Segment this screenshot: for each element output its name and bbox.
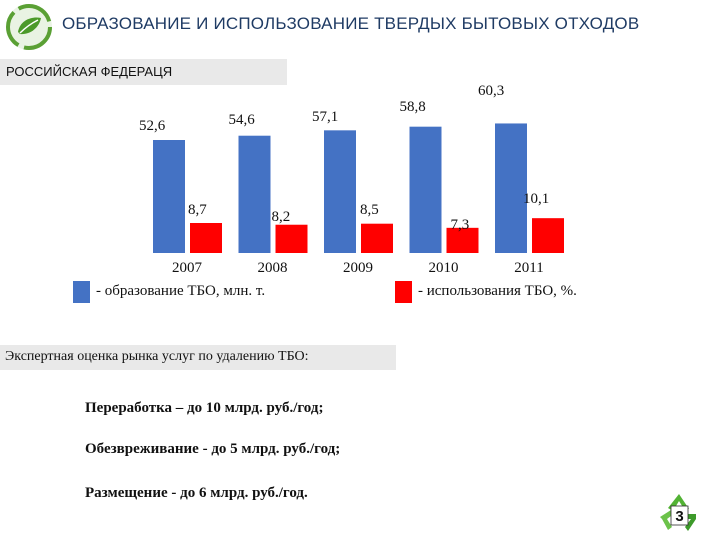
- bar-usage-2007: [190, 223, 222, 253]
- data-label-usage-2008: 8,2: [272, 209, 291, 225]
- data-label-formation-2008: 54,6: [229, 112, 256, 128]
- estimate-heading: Экспертная оценка рынка услуг по удалени…: [5, 349, 309, 364]
- bar-formation-2009: [324, 130, 356, 253]
- data-label-formation-2010: 58,8: [400, 99, 426, 115]
- page-number: 3: [675, 508, 683, 525]
- data-label-usage-2007: 8,7: [188, 202, 207, 218]
- estimate-item-recycling: Переработка – до 10 млрд. руб./год;: [85, 400, 324, 416]
- x-tick-label-2010: 2010: [429, 260, 459, 276]
- bar-usage-2010: [446, 227, 479, 253]
- data-label-formation-2011: 60,3: [478, 83, 504, 99]
- x-tick-label-2009: 2009: [343, 260, 373, 276]
- page-title: ОБРАЗОВАНИЕ И ИСПОЛЬЗОВАНИЕ ТВЕРДЫХ БЫТО…: [62, 14, 640, 33]
- x-tick-label-2011: 2011: [514, 260, 543, 276]
- data-label-usage-2011: 10,1: [523, 191, 549, 207]
- region-label: РОССИЙСКАЯ ФЕДЕРАЦЯ: [6, 64, 173, 79]
- data-label-formation-2009: 57,1: [312, 109, 338, 125]
- region-banner: РОССИЙСКАЯ ФЕДЕРАЦЯ: [0, 59, 287, 85]
- x-tick-label-2008: 2008: [258, 260, 288, 276]
- data-label-usage-2009: 8,5: [360, 202, 379, 218]
- estimate-item-neutralization: Обезвреживание - до 5 млрд. руб./год;: [85, 441, 341, 457]
- bar-chart: 52,6 8,7 2007 54,6 8,2 2008 57,1 8,5 2009 58,8 7,3…: [139, 83, 564, 276]
- bar-formation-2010: [409, 126, 442, 253]
- bar-formation-2007: [153, 140, 185, 253]
- legend-swatch-series1: [73, 281, 90, 303]
- bar-usage-2009: [361, 223, 393, 253]
- bar-usage-2011: [532, 218, 564, 253]
- bar-usage-2008: [275, 224, 308, 253]
- legend-label-series2: - использования ТБО, %.: [418, 283, 577, 299]
- bar-formation-2008: [238, 135, 271, 253]
- estimate-item-disposal: Размещение - до 6 млрд. руб./год.: [85, 485, 308, 501]
- recycle-leaf-icon: [6, 4, 52, 50]
- recycle-arrows-icon: 3: [660, 494, 696, 531]
- bar-formation-2011: [495, 123, 527, 253]
- data-label-usage-2010: 7,3: [451, 217, 470, 233]
- x-tick-label-2007: 2007: [172, 260, 203, 276]
- data-label-formation-2007: 52,6: [139, 118, 166, 134]
- legend-swatch-series2: [395, 281, 412, 303]
- estimate-banner: Экспертная оценка рынка услуг по удалени…: [0, 345, 396, 370]
- legend-label-series1: - образование ТБО, млн. т.: [96, 283, 266, 299]
